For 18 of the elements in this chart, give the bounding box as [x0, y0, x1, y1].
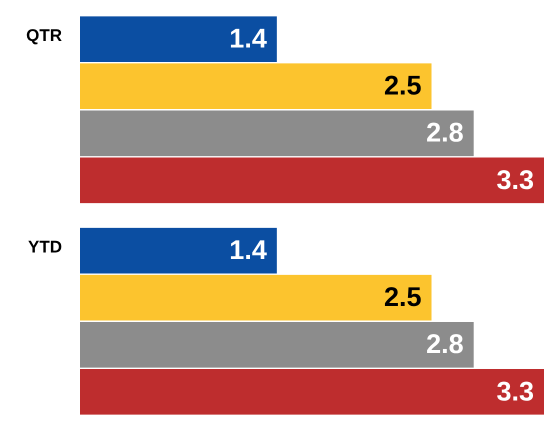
- data-label: 2.5: [384, 70, 422, 101]
- data-label: 2.8: [426, 329, 464, 360]
- bar: [80, 110, 474, 156]
- bar: [80, 16, 277, 62]
- data-label: 1.4: [229, 235, 267, 266]
- data-label: 3.3: [496, 164, 534, 195]
- bar: [80, 228, 277, 274]
- bar: [80, 369, 544, 415]
- data-label: 1.4: [229, 24, 267, 54]
- bar: [80, 63, 432, 110]
- y-tick-label: QTR: [26, 26, 62, 45]
- data-label: 2.5: [384, 282, 422, 312]
- data-label: 3.3: [496, 376, 534, 406]
- bar: [80, 322, 474, 368]
- bar: [80, 158, 544, 204]
- data-label: 2.8: [426, 118, 464, 148]
- y-tick-label: YTD: [28, 237, 62, 256]
- bar: [80, 274, 432, 321]
